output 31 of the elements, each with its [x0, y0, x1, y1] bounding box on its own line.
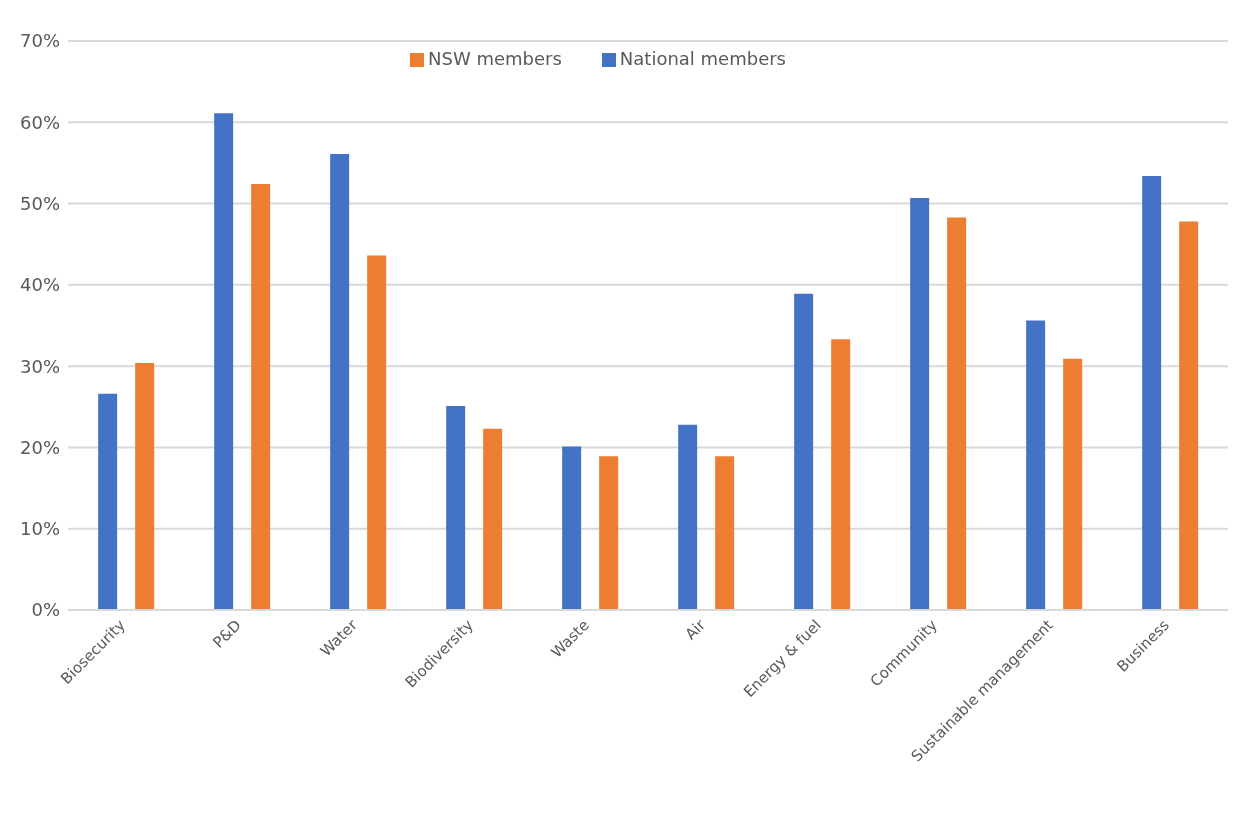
- bar: [1179, 221, 1199, 610]
- bar: [135, 362, 155, 610]
- y-tick-label: 70%: [19, 30, 60, 52]
- bar: [98, 393, 118, 610]
- y-tick-label: 50%: [19, 192, 60, 214]
- bar: [1063, 358, 1083, 610]
- bar: [599, 456, 619, 610]
- y-tick-label: 40%: [19, 274, 60, 296]
- bar: [1026, 320, 1046, 610]
- y-tick-label: 0%: [31, 599, 60, 621]
- legend-label: NSW members: [428, 48, 562, 69]
- bar: [910, 197, 930, 610]
- bar: [214, 113, 234, 610]
- x-tick-label: Air: [681, 615, 710, 644]
- bar: [330, 153, 350, 610]
- bar: [678, 424, 698, 610]
- bar: [715, 456, 735, 610]
- bar: [483, 428, 503, 610]
- y-tick-label: 10%: [19, 518, 60, 540]
- y-tick-label: 30%: [19, 355, 60, 377]
- bar: [251, 184, 271, 610]
- legend-label: National members: [619, 48, 786, 69]
- y-tick-label: 20%: [19, 436, 60, 458]
- bar: [367, 255, 387, 610]
- bar: [831, 339, 851, 610]
- bar: [562, 446, 582, 610]
- bar: [947, 217, 967, 610]
- bar: [794, 293, 814, 610]
- bar: [1142, 175, 1162, 610]
- bar: [446, 405, 466, 610]
- y-tick-label: 60%: [19, 111, 60, 133]
